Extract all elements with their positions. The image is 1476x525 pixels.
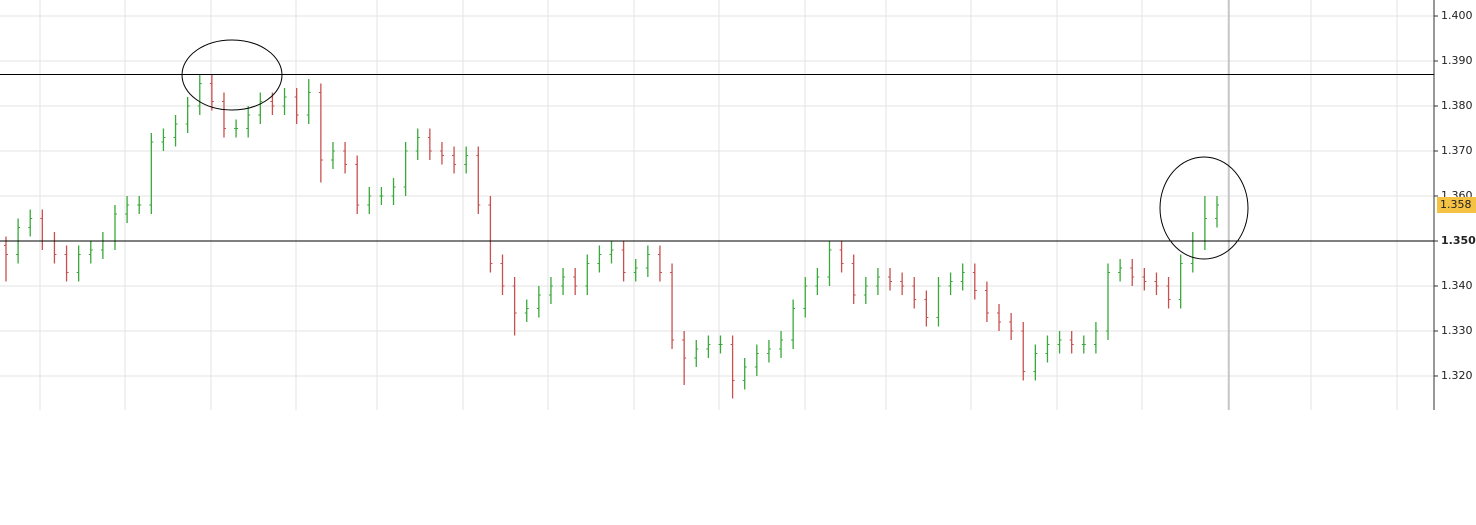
y-tick-label: 1.340 xyxy=(1441,279,1473,292)
y-tick-label: 1.390 xyxy=(1441,54,1473,67)
y-tick-label: 1.400 xyxy=(1441,9,1473,22)
y-tick-label: 1.330 xyxy=(1441,324,1473,337)
grid xyxy=(0,0,1434,410)
last-price-label: 1.358 xyxy=(1440,198,1472,211)
highlight-ellipse xyxy=(1159,156,1249,260)
y-tick-label: 1.380 xyxy=(1441,99,1473,112)
bars xyxy=(4,74,1219,399)
annotations: 1.3201.3301.3401.3501.3601.3701.3801.390… xyxy=(0,0,1476,410)
y-tick-label: 1.320 xyxy=(1441,369,1473,382)
last-price-box xyxy=(1437,197,1476,213)
y-tick-label: 1.350 xyxy=(1441,234,1476,247)
y-tick-label: 1.370 xyxy=(1441,144,1473,157)
